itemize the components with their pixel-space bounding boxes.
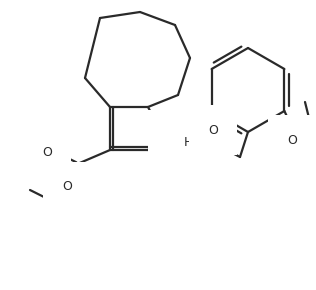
Text: O: O <box>208 124 218 137</box>
Text: HN: HN <box>184 137 202 150</box>
Text: O: O <box>42 146 52 160</box>
Text: O: O <box>62 180 72 193</box>
Text: S: S <box>167 128 175 142</box>
Text: O: O <box>287 133 297 146</box>
